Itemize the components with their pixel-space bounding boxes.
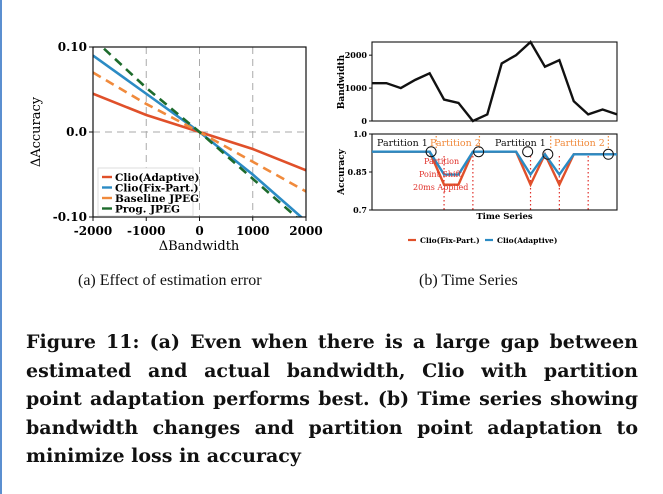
chart-b-partition-label: Partition 1	[495, 138, 546, 149]
chart-b-top-ylabel: Bandwidth	[337, 54, 347, 109]
chart-b-bottom-ytick-label: 1.0	[353, 129, 367, 139]
subfig-b-caption: (b) Time Series	[419, 272, 518, 289]
chart-b-annotation-line: 20ms Applied	[413, 183, 468, 192]
chart-a-ytick-label: -0.10	[53, 210, 87, 224]
chart-a-legend-label: Prog. JPEG	[115, 204, 180, 216]
chart-a-ylabel: ΔAccuracy	[29, 96, 44, 167]
chart-b-annotation-line: Point Shift	[419, 170, 462, 179]
chart-a-ytick-label: 0.10	[58, 40, 87, 54]
chart-b-series-clio-fix-part-	[372, 150, 617, 188]
subfig-a-caption: (a) Effect of estimation error	[78, 272, 262, 289]
chart-b-shift-circle	[522, 146, 534, 158]
chart-b-partition-label: Partition 2	[554, 138, 605, 149]
chart-a-xtick-label: 2000	[289, 224, 322, 238]
chart-b-shift-circle	[602, 148, 614, 160]
chart-b-legend-label: Clio(Adaptive)	[497, 236, 557, 245]
chart-b-top-ytick-label: 0	[361, 116, 367, 126]
chart-a-legend-label: Clio(Adaptive)	[115, 172, 200, 184]
chart-a-ytick-label: 0.0	[66, 125, 87, 139]
chart-a-xtick-label: -2000	[74, 224, 112, 238]
chart-b-top-frame	[371, 41, 618, 122]
chart-b-shift-circle	[425, 146, 437, 158]
chart-a-xlabel: ΔBandwidth	[159, 239, 240, 254]
page-border	[0, 0, 2, 494]
chart-b-shift-circle	[542, 148, 554, 160]
chart-a-xtick-label: 0	[195, 224, 203, 238]
chart-b-partition-label: Partition 1	[377, 138, 428, 149]
chart-b-bandwidth-line	[372, 40, 618, 123]
chart-b-annotation-line: Partition	[424, 157, 459, 166]
chart-b-bottom-ytick-label: 0.85	[348, 167, 367, 177]
chart-a-series-prog-jpeg	[100, 47, 299, 217]
chart-b-series-clio-adaptive-	[372, 150, 617, 177]
chart-a-legend-label: Clio(Fix-Part.)	[115, 183, 199, 195]
chart-a-legend-label: Baseline JPEG	[115, 193, 199, 205]
chart-b-bottom-ylabel: Accuracy	[337, 148, 347, 196]
chart-b-shift-circle	[473, 146, 485, 158]
chart-a: -2000 -1000 0 1000 2000 -0.10 0.0 0.10 ΔAccurac…	[29, 40, 323, 254]
chart-b-xlabel: Time Series	[476, 212, 533, 222]
chart-a-legend-box	[97, 167, 194, 217]
chart-b-legend-label: Clio(Fix-Part.)	[420, 236, 480, 245]
chart-b-top-ytick-label: 1000	[345, 83, 368, 93]
figure-caption: Figure 11: (a) Even when there is a larg…	[26, 331, 638, 467]
chart-b-partition-label: Partition 2	[430, 138, 481, 149]
chart-b-bottom-ytick-label: 0.7	[353, 205, 367, 215]
chart-b-top-ytick-label: 2000	[345, 50, 368, 60]
chart-a-xtick-label: -1000	[127, 224, 165, 238]
chart-a-xtick-label: 1000	[236, 224, 269, 238]
